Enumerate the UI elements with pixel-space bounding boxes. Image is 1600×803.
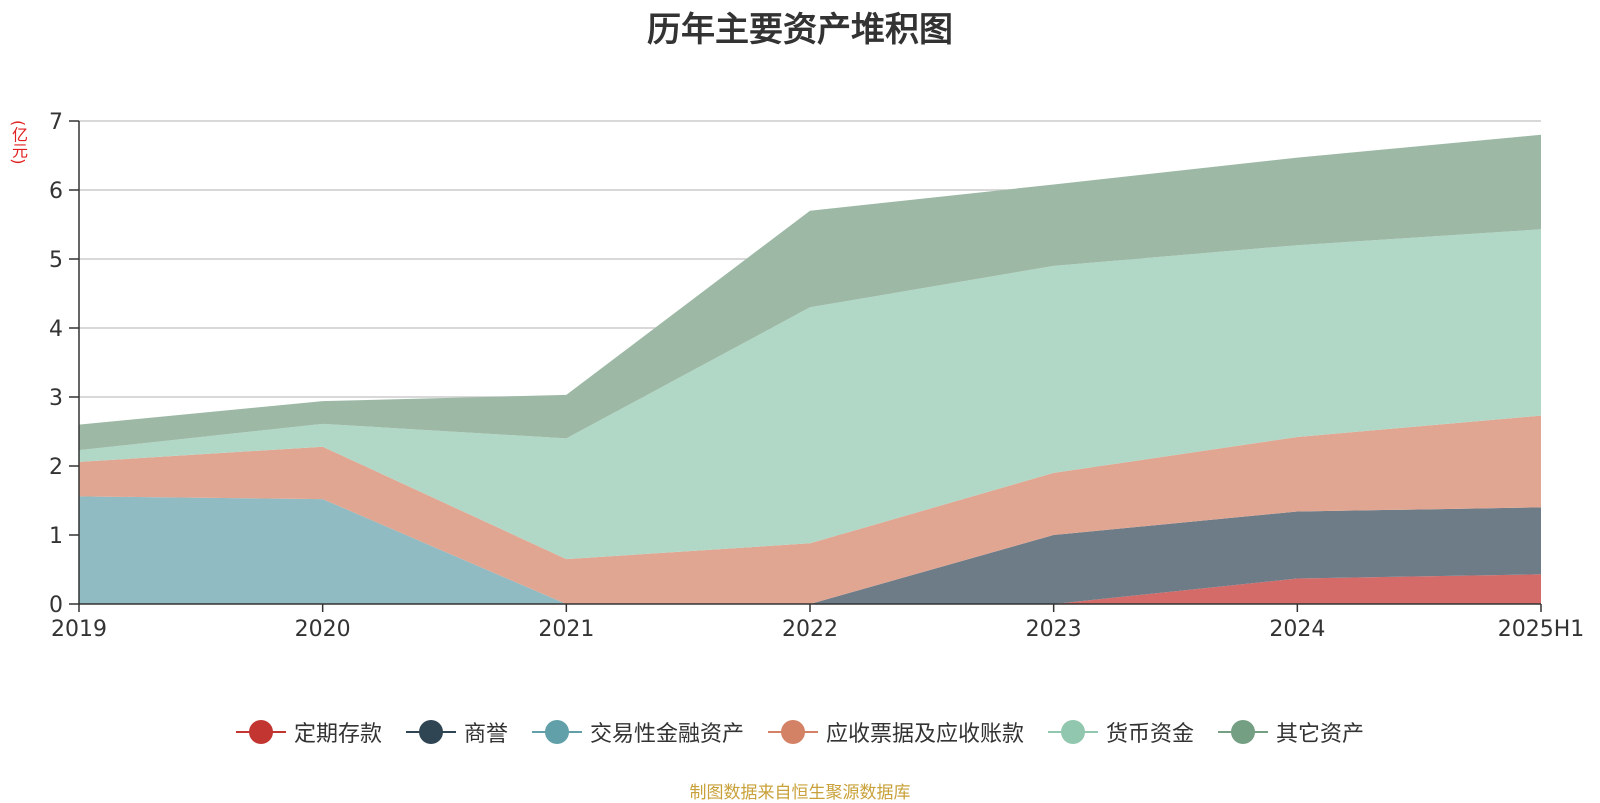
y-tick-label: 0 [49,593,63,618]
legend-item-2[interactable]: 交易性金融资产 [531,716,744,748]
legend-marker-icon [1218,719,1269,745]
legend-label: 交易性金融资产 [589,722,744,747]
area-series-4 [79,229,1541,560]
y-tick-label: 1 [49,524,63,549]
y-tick-label: 2 [49,455,63,480]
legend-item-5[interactable]: 其它资产 [1218,716,1364,748]
y-tick-label: 7 [49,110,63,135]
area-series-0 [79,574,1541,604]
legend-marker-icon [1048,719,1099,745]
legend-label: 定期存款 [293,722,382,747]
legend-marker-icon [235,719,286,745]
legend-label: 货币资金 [1106,722,1195,747]
legend-label: 应收票据及应收账款 [826,722,1025,747]
x-tick-label: 2020 [295,617,351,642]
chart-title: 历年主要资产堆积图 [647,10,953,50]
area-series-3 [79,415,1541,604]
y-axis-unit-label: (亿元) [9,120,28,165]
legend-item-1[interactable]: 商誉 [405,716,508,748]
area-series-5 [79,134,1541,451]
legend-item-3[interactable]: 应收票据及应收账款 [768,716,1024,748]
y-tick-label: 4 [49,317,63,342]
source-note: 制图数据来自恒生聚源数据库 [689,783,911,803]
x-tick-label: 2024 [1269,617,1325,642]
legend-marker-icon [531,719,582,745]
axes: 0 1 2 3 4 5 6 7 2019 2020 2021 2022 2023 2024 2025H1 [49,110,1584,642]
legend-marker-icon [768,719,818,745]
area-series-2 [79,496,1541,604]
x-tick-label: 2019 [51,617,107,642]
x-tick-label: 2021 [538,617,594,642]
y-tick-label: 6 [49,179,63,204]
area-series [79,134,1541,604]
x-tick-label: 2022 [782,617,838,642]
legend-item-0[interactable]: 定期存款 [235,716,382,748]
legend-item-4[interactable]: 货币资金 [1048,716,1194,748]
area-series-1 [79,507,1541,604]
x-tick-label: 2023 [1026,617,1082,642]
x-tick-label: 2025H1 [1498,617,1585,642]
y-tick-label: 5 [49,248,63,273]
legend-marker-icon [405,719,456,745]
legend-label: 其它资产 [1276,722,1365,747]
y-tick-label: 3 [49,386,63,411]
legend-label: 商誉 [463,722,508,747]
legend: 定期存款 商誉 交易性金融资产 应收票据及应收账款 货币资金 其它资产 [0,716,1600,748]
